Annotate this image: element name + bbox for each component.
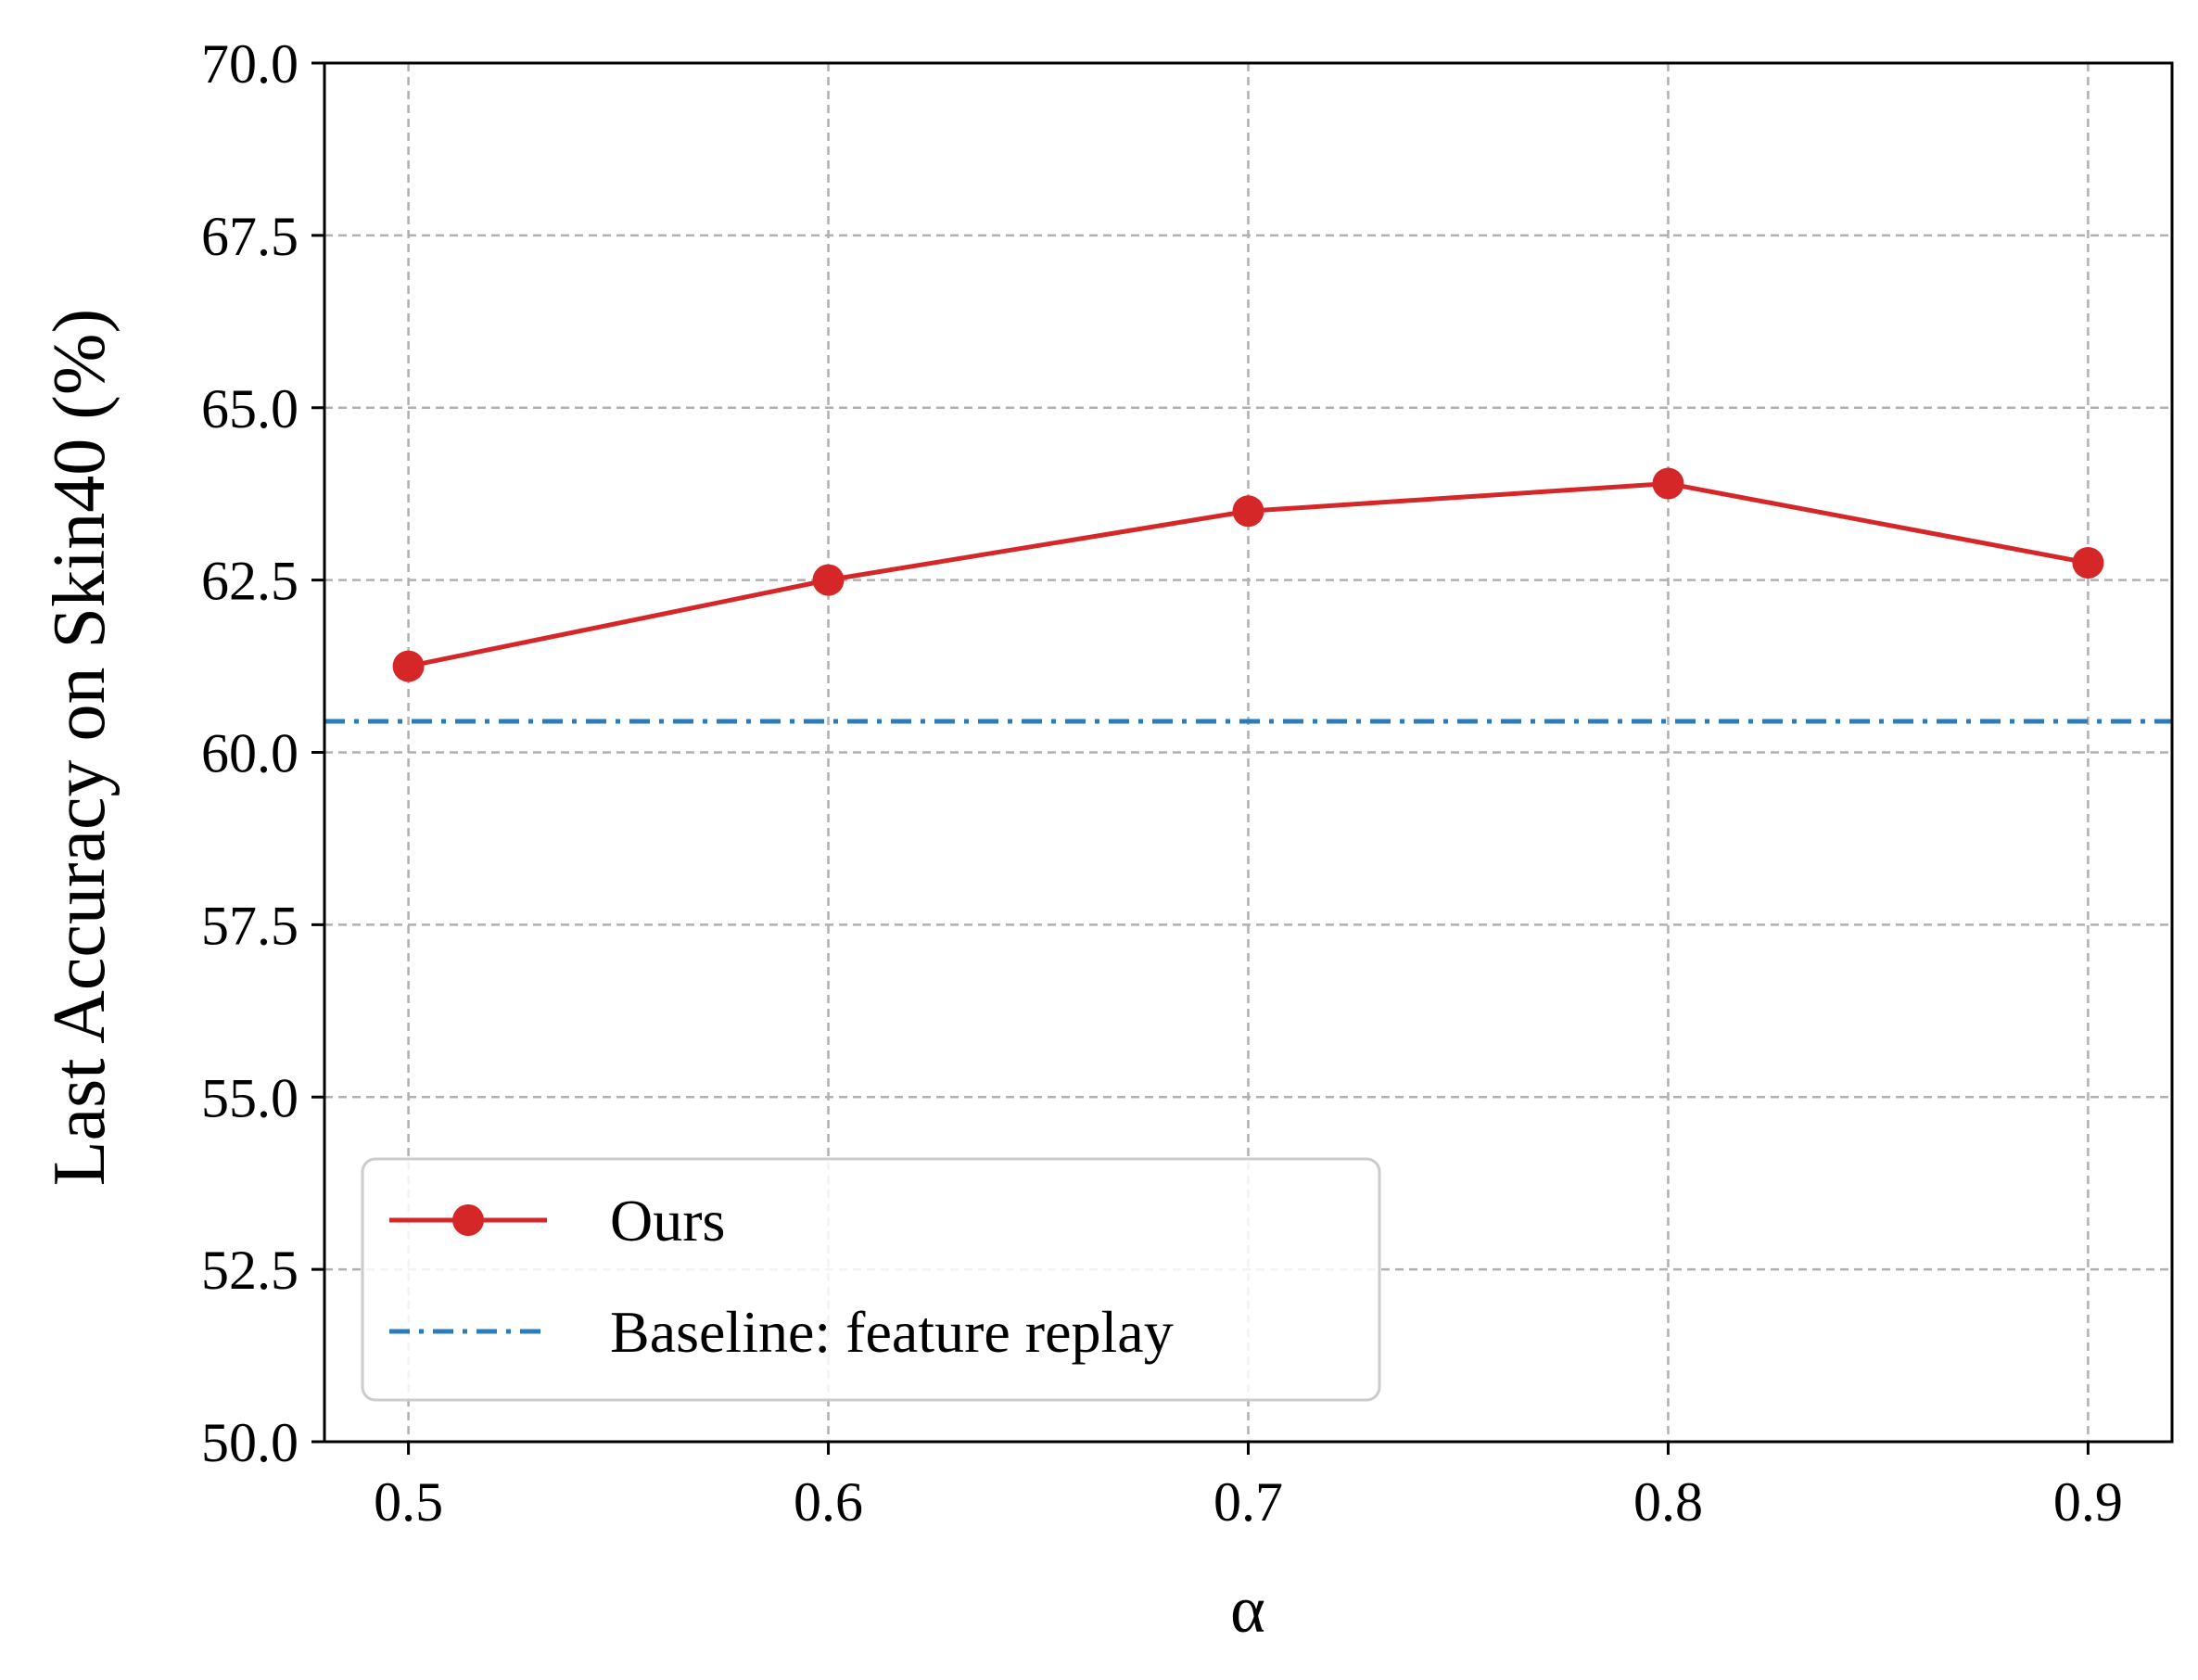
y-tick-label: 67.5 xyxy=(201,206,299,267)
x-tick-label: 0.8 xyxy=(1633,1471,1703,1533)
y-tick-label: 70.0 xyxy=(201,33,299,95)
y-tick-label: 62.5 xyxy=(201,551,299,612)
ours-data-point xyxy=(1652,467,1684,500)
ours-data-point xyxy=(392,650,425,682)
y-tick-label: 65.0 xyxy=(201,378,299,439)
y-tick-label: 55.0 xyxy=(201,1067,299,1128)
x-tick-label: 0.6 xyxy=(794,1471,863,1533)
y-tick-label: 50.0 xyxy=(201,1412,299,1473)
legend-box xyxy=(361,1157,1381,1402)
x-tick-label: 0.5 xyxy=(374,1471,443,1533)
ours-data-point xyxy=(1232,495,1264,528)
ours-data-point xyxy=(812,564,845,596)
data-series xyxy=(324,467,2172,724)
x-axis-label: α xyxy=(1230,1572,1265,1647)
y-axis-label: Last Accuracy on Skin40 (%) xyxy=(39,309,121,1186)
legend-label-baseline: Baseline: feature replay xyxy=(610,1299,1174,1365)
x-tick-label: 0.9 xyxy=(2053,1471,2123,1533)
y-tick-label: 52.5 xyxy=(201,1240,299,1301)
legend: Ours Baseline: feature replay xyxy=(361,1157,1381,1402)
y-tick-label: 60.0 xyxy=(201,723,299,784)
legend-label-ours: Ours xyxy=(610,1188,725,1254)
axis-ticks: 0.5 0.6 0.7 0.8 0.9 50.0 52.5 55.0 57.5 60.0 62.5 6… xyxy=(201,33,2123,1533)
x-tick-label: 0.7 xyxy=(1213,1471,1283,1533)
legend-swatch-ours-marker xyxy=(452,1204,484,1236)
y-tick-label: 57.5 xyxy=(201,895,299,956)
ours-data-point xyxy=(2072,547,2104,579)
